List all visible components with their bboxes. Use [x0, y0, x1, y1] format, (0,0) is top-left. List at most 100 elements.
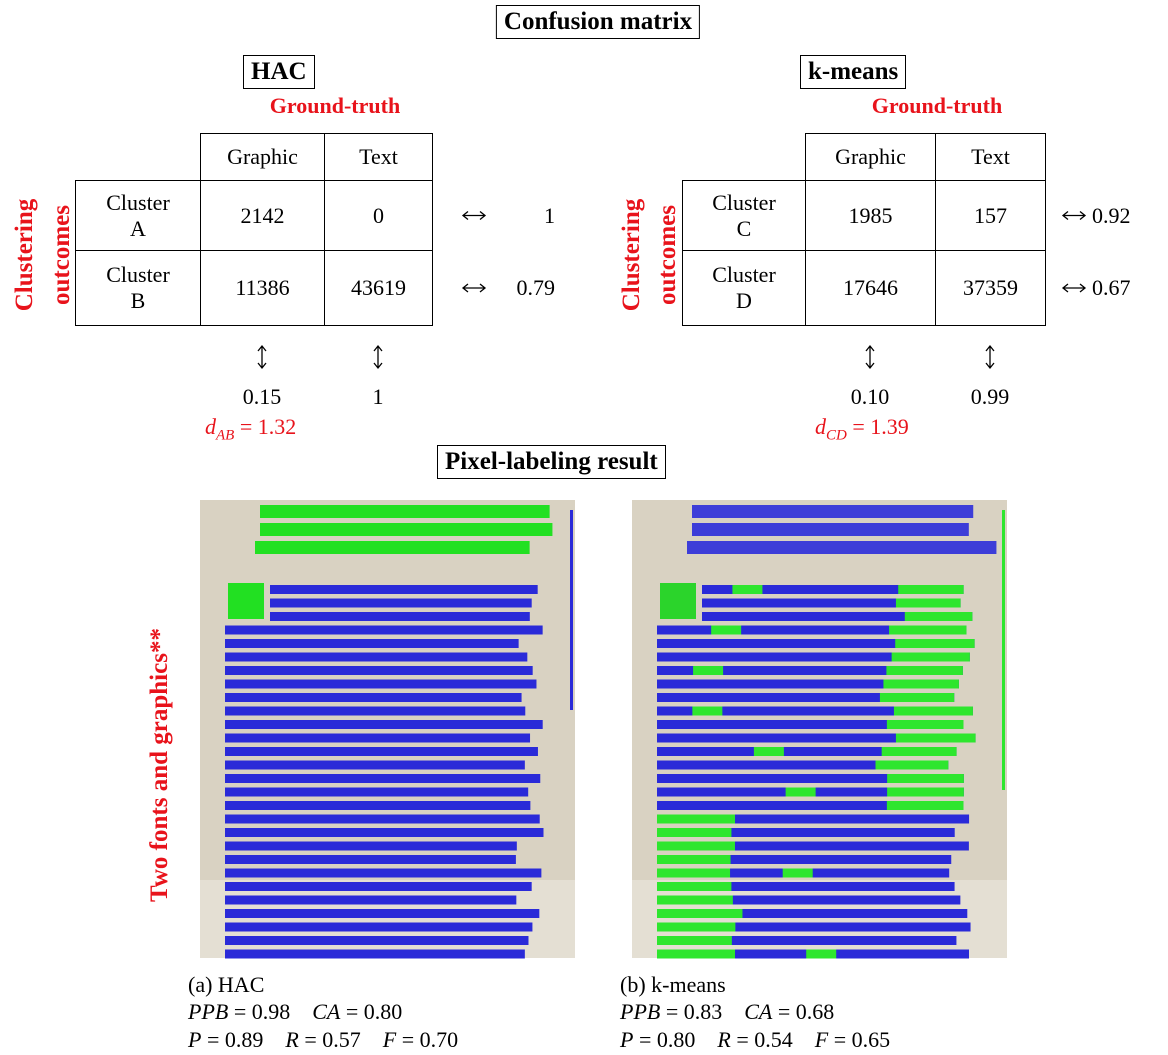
- text-line: [657, 895, 961, 905]
- text-line: [225, 882, 532, 891]
- text-line-green: [895, 639, 975, 648]
- metric-value: 0.98: [251, 999, 291, 1024]
- text-line: [657, 693, 955, 702]
- column-header: Text: [324, 133, 433, 181]
- text-line-green: [657, 949, 735, 959]
- row-score: 0.79: [516, 275, 556, 300]
- metrics-line: P = 0.80 R = 0.54 F = 0.65: [620, 1027, 890, 1053]
- matrix-cell: 1985: [805, 180, 936, 251]
- heading-line: [260, 505, 550, 518]
- text-line-green: [806, 949, 837, 959]
- text-line-green: [895, 598, 961, 608]
- metric-value: 0.57: [322, 1027, 361, 1052]
- metric-relation: =: [304, 1027, 317, 1052]
- text-line-green: [886, 801, 964, 810]
- side-label: Two fonts and graphics**: [146, 628, 173, 902]
- matrix-cell: 11386: [200, 250, 325, 326]
- metric-name: R: [285, 1027, 299, 1052]
- text-line-green: [657, 882, 732, 891]
- text-line-green: [891, 652, 970, 662]
- text-line: [657, 639, 975, 648]
- initial: [660, 583, 696, 619]
- metric-relation: =: [345, 999, 359, 1024]
- metric-value: 0.80: [363, 999, 403, 1024]
- text-line: [270, 585, 538, 594]
- text-line: [225, 949, 525, 959]
- text-line: [225, 787, 529, 797]
- text-line: [225, 720, 543, 729]
- text-line-green: [785, 787, 816, 797]
- metrics-line: P = 0.89 R = 0.57 F = 0.70: [188, 1027, 458, 1053]
- metric-name: PPB: [188, 999, 229, 1024]
- metric-name: R: [717, 1027, 731, 1052]
- row-label-line: A: [130, 215, 146, 241]
- ground-truth-label: Ground-truth: [871, 93, 1003, 118]
- distance: dAB = 1.32: [205, 414, 296, 444]
- text-line: [270, 612, 530, 621]
- text-line: [225, 733, 531, 743]
- metric-relation: =: [206, 1027, 220, 1052]
- text-line: [225, 693, 522, 702]
- text-line-green: [657, 936, 732, 945]
- row-label-line: B: [130, 288, 146, 313]
- text-line-green: [782, 868, 813, 878]
- row-axis-label: Clustering: [618, 198, 645, 312]
- text-line-green: [904, 612, 973, 621]
- figure-title: Confusion matrix: [495, 5, 701, 39]
- text-line-green: [886, 720, 964, 729]
- text-line: [657, 706, 973, 716]
- text-line: [225, 625, 543, 635]
- row-axis-label: outcomes: [48, 205, 75, 305]
- row-axis-label: outcomes: [654, 205, 681, 305]
- metric-value: 0.80: [656, 1027, 696, 1052]
- text-line: [657, 760, 949, 770]
- metric-relation: =: [638, 1027, 652, 1052]
- h-arrow: [1061, 210, 1087, 221]
- caption: (a) HAC: [188, 972, 265, 997]
- row-score: 1: [544, 202, 555, 228]
- distance-relation: =: [239, 414, 253, 439]
- text-line: [702, 585, 964, 594]
- metric-value: 0.70: [419, 1027, 459, 1052]
- heading-line: [687, 541, 997, 554]
- text-line-green: [881, 747, 957, 756]
- column-score: 0.99: [970, 384, 1010, 409]
- text-line: [270, 598, 532, 608]
- section-title: Pixel-labeling result: [437, 445, 666, 479]
- metric-value: 0.83: [683, 999, 723, 1024]
- text-line: [702, 612, 973, 621]
- text-line: [657, 774, 964, 783]
- text-line-green: [879, 693, 955, 702]
- column-header: Graphic: [200, 133, 325, 181]
- text-line: [657, 841, 969, 851]
- text-line: [225, 841, 517, 851]
- text-line: [657, 936, 957, 945]
- row-label-line: Cluster: [106, 189, 170, 215]
- metric-name: CA: [312, 999, 341, 1024]
- distance-symbol: d: [205, 414, 216, 439]
- row-score: 0.92: [1092, 202, 1131, 228]
- h-arrow: [461, 210, 487, 221]
- text-line: [225, 679, 537, 689]
- text-line: [657, 666, 963, 675]
- ground-truth-label: Ground-truth: [269, 93, 401, 118]
- text-line: [225, 639, 519, 648]
- text-line: [225, 936, 529, 945]
- matrix-cell: 157: [935, 180, 1046, 251]
- text-line: [225, 652, 528, 662]
- text-line: [225, 868, 542, 878]
- heading-line: [255, 541, 530, 554]
- column-header: Text: [935, 133, 1046, 181]
- margin-mark: [1002, 510, 1005, 790]
- metric-value: 0.65: [851, 1027, 891, 1052]
- metric-name: PPB: [620, 999, 661, 1024]
- text-line: [657, 625, 967, 635]
- text-line-green: [676, 828, 707, 837]
- text-line-green: [875, 760, 949, 770]
- column-score: 1: [372, 384, 384, 409]
- text-line-green: [657, 909, 735, 918]
- text-line-green: [692, 706, 723, 716]
- heading-line: [260, 523, 553, 536]
- row-label-line: C: [736, 215, 752, 241]
